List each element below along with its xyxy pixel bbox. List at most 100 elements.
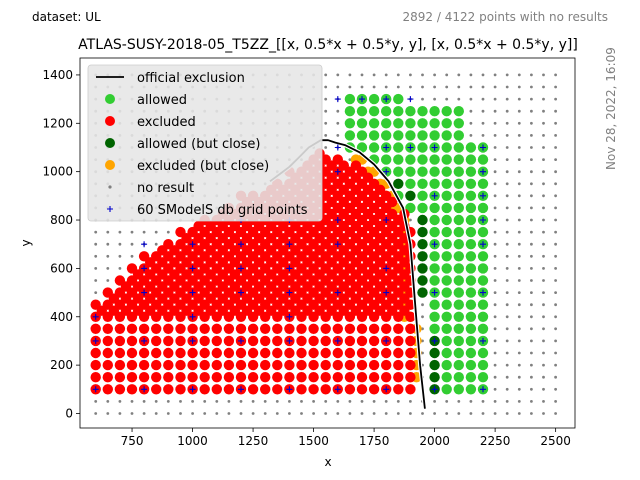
no-result-point <box>360 73 364 77</box>
no-result-point <box>469 73 473 77</box>
allowed-point <box>417 154 428 165</box>
allowed-point <box>441 130 452 141</box>
no-result-point <box>517 279 521 282</box>
no-result-point <box>433 412 436 415</box>
no-result-point <box>505 412 509 415</box>
no-result-point <box>469 97 473 101</box>
no-result-point <box>542 242 545 246</box>
no-result-point <box>542 194 545 198</box>
excluded-point <box>405 359 416 371</box>
allowed-point <box>453 202 464 214</box>
no-result-point <box>372 73 376 77</box>
excluded-point <box>126 335 138 347</box>
no-result-point <box>505 146 509 149</box>
no-result-point <box>493 85 497 89</box>
excluded-point <box>368 384 380 395</box>
no-result-point <box>542 387 545 391</box>
legend-dot-icon <box>105 116 115 126</box>
no-result-point <box>505 387 509 391</box>
excluded-point <box>175 226 186 238</box>
no-result-point <box>421 412 424 415</box>
db-grid-point <box>286 337 293 344</box>
no-result-point <box>517 73 521 77</box>
no-result-point <box>530 291 533 294</box>
no-result-point <box>324 97 328 101</box>
db-grid-point <box>286 241 293 248</box>
no-result-point <box>324 400 328 403</box>
db-grid-point <box>359 96 365 103</box>
no-result-point <box>457 85 461 89</box>
no-result-point <box>409 218 412 222</box>
excluded-point <box>284 359 295 371</box>
allowed-point <box>465 214 477 226</box>
no-result-point <box>554 170 557 174</box>
dataset-label: dataset: UL <box>32 10 101 24</box>
no-result-point <box>542 375 545 379</box>
allowed-point <box>417 214 428 226</box>
allowed-point <box>381 154 392 165</box>
no-result-point <box>445 400 449 403</box>
no-result-point <box>493 279 497 282</box>
allowed-point <box>477 226 489 238</box>
no-result-point <box>118 254 122 258</box>
no-result-point <box>493 267 497 270</box>
allowed-point <box>368 118 380 129</box>
db-grid-layer <box>92 96 486 393</box>
no-result-point <box>106 267 110 270</box>
excluded-point <box>163 372 174 383</box>
no-result-point <box>530 412 533 415</box>
no-result-point <box>493 242 497 246</box>
no-result-point <box>312 412 315 415</box>
allowed-point <box>368 93 380 105</box>
allowed-point <box>453 384 464 395</box>
no-result-point <box>336 412 340 415</box>
excluded-point <box>247 323 259 334</box>
no-result-point <box>118 267 122 270</box>
allowed-point <box>465 287 477 298</box>
no-result-point <box>179 400 182 403</box>
no-result-point <box>505 254 509 258</box>
excluded-point <box>126 323 138 334</box>
excluded-point <box>223 335 235 347</box>
no-result-point <box>384 412 388 415</box>
no-result-point <box>554 254 557 258</box>
no-result-point <box>554 121 557 125</box>
allowed-point <box>441 154 452 165</box>
excluded-point <box>175 384 186 395</box>
excluded-point <box>175 335 186 347</box>
no-result-point <box>324 109 328 113</box>
allowed-point <box>405 178 416 189</box>
y-tick-label: 200 <box>50 358 73 372</box>
allowed-point <box>405 190 416 201</box>
no-result-point <box>275 400 279 403</box>
allowed-point <box>405 154 416 165</box>
allowed-point <box>453 214 464 226</box>
no-result-point <box>336 121 340 125</box>
no-result-point <box>469 134 473 137</box>
excluded-point <box>223 359 235 371</box>
excluded-point <box>296 347 307 359</box>
no-result-point <box>324 73 328 77</box>
no-result-point <box>445 97 449 101</box>
no-result-point <box>505 315 509 319</box>
no-result-point <box>505 267 509 270</box>
no-result-point <box>505 109 509 113</box>
allowed-point <box>405 118 416 129</box>
allowed-point <box>429 359 440 371</box>
legend-box <box>87 64 323 222</box>
y-tick-label: 800 <box>50 213 73 227</box>
allowed-point <box>453 275 464 286</box>
allowed-point <box>453 178 464 189</box>
no-result-point <box>505 194 509 198</box>
allowed-point <box>453 372 464 383</box>
no-result-point <box>493 109 497 113</box>
no-result-point <box>493 351 497 355</box>
excluded-point <box>199 323 210 334</box>
excluded-point <box>356 347 368 359</box>
no-result-point <box>493 363 497 367</box>
allowed-point <box>465 323 477 334</box>
no-result-point <box>517 158 521 162</box>
no-result-point <box>530 170 533 174</box>
x-tick-label: 2000 <box>419 434 450 448</box>
no-result-point <box>348 158 352 162</box>
